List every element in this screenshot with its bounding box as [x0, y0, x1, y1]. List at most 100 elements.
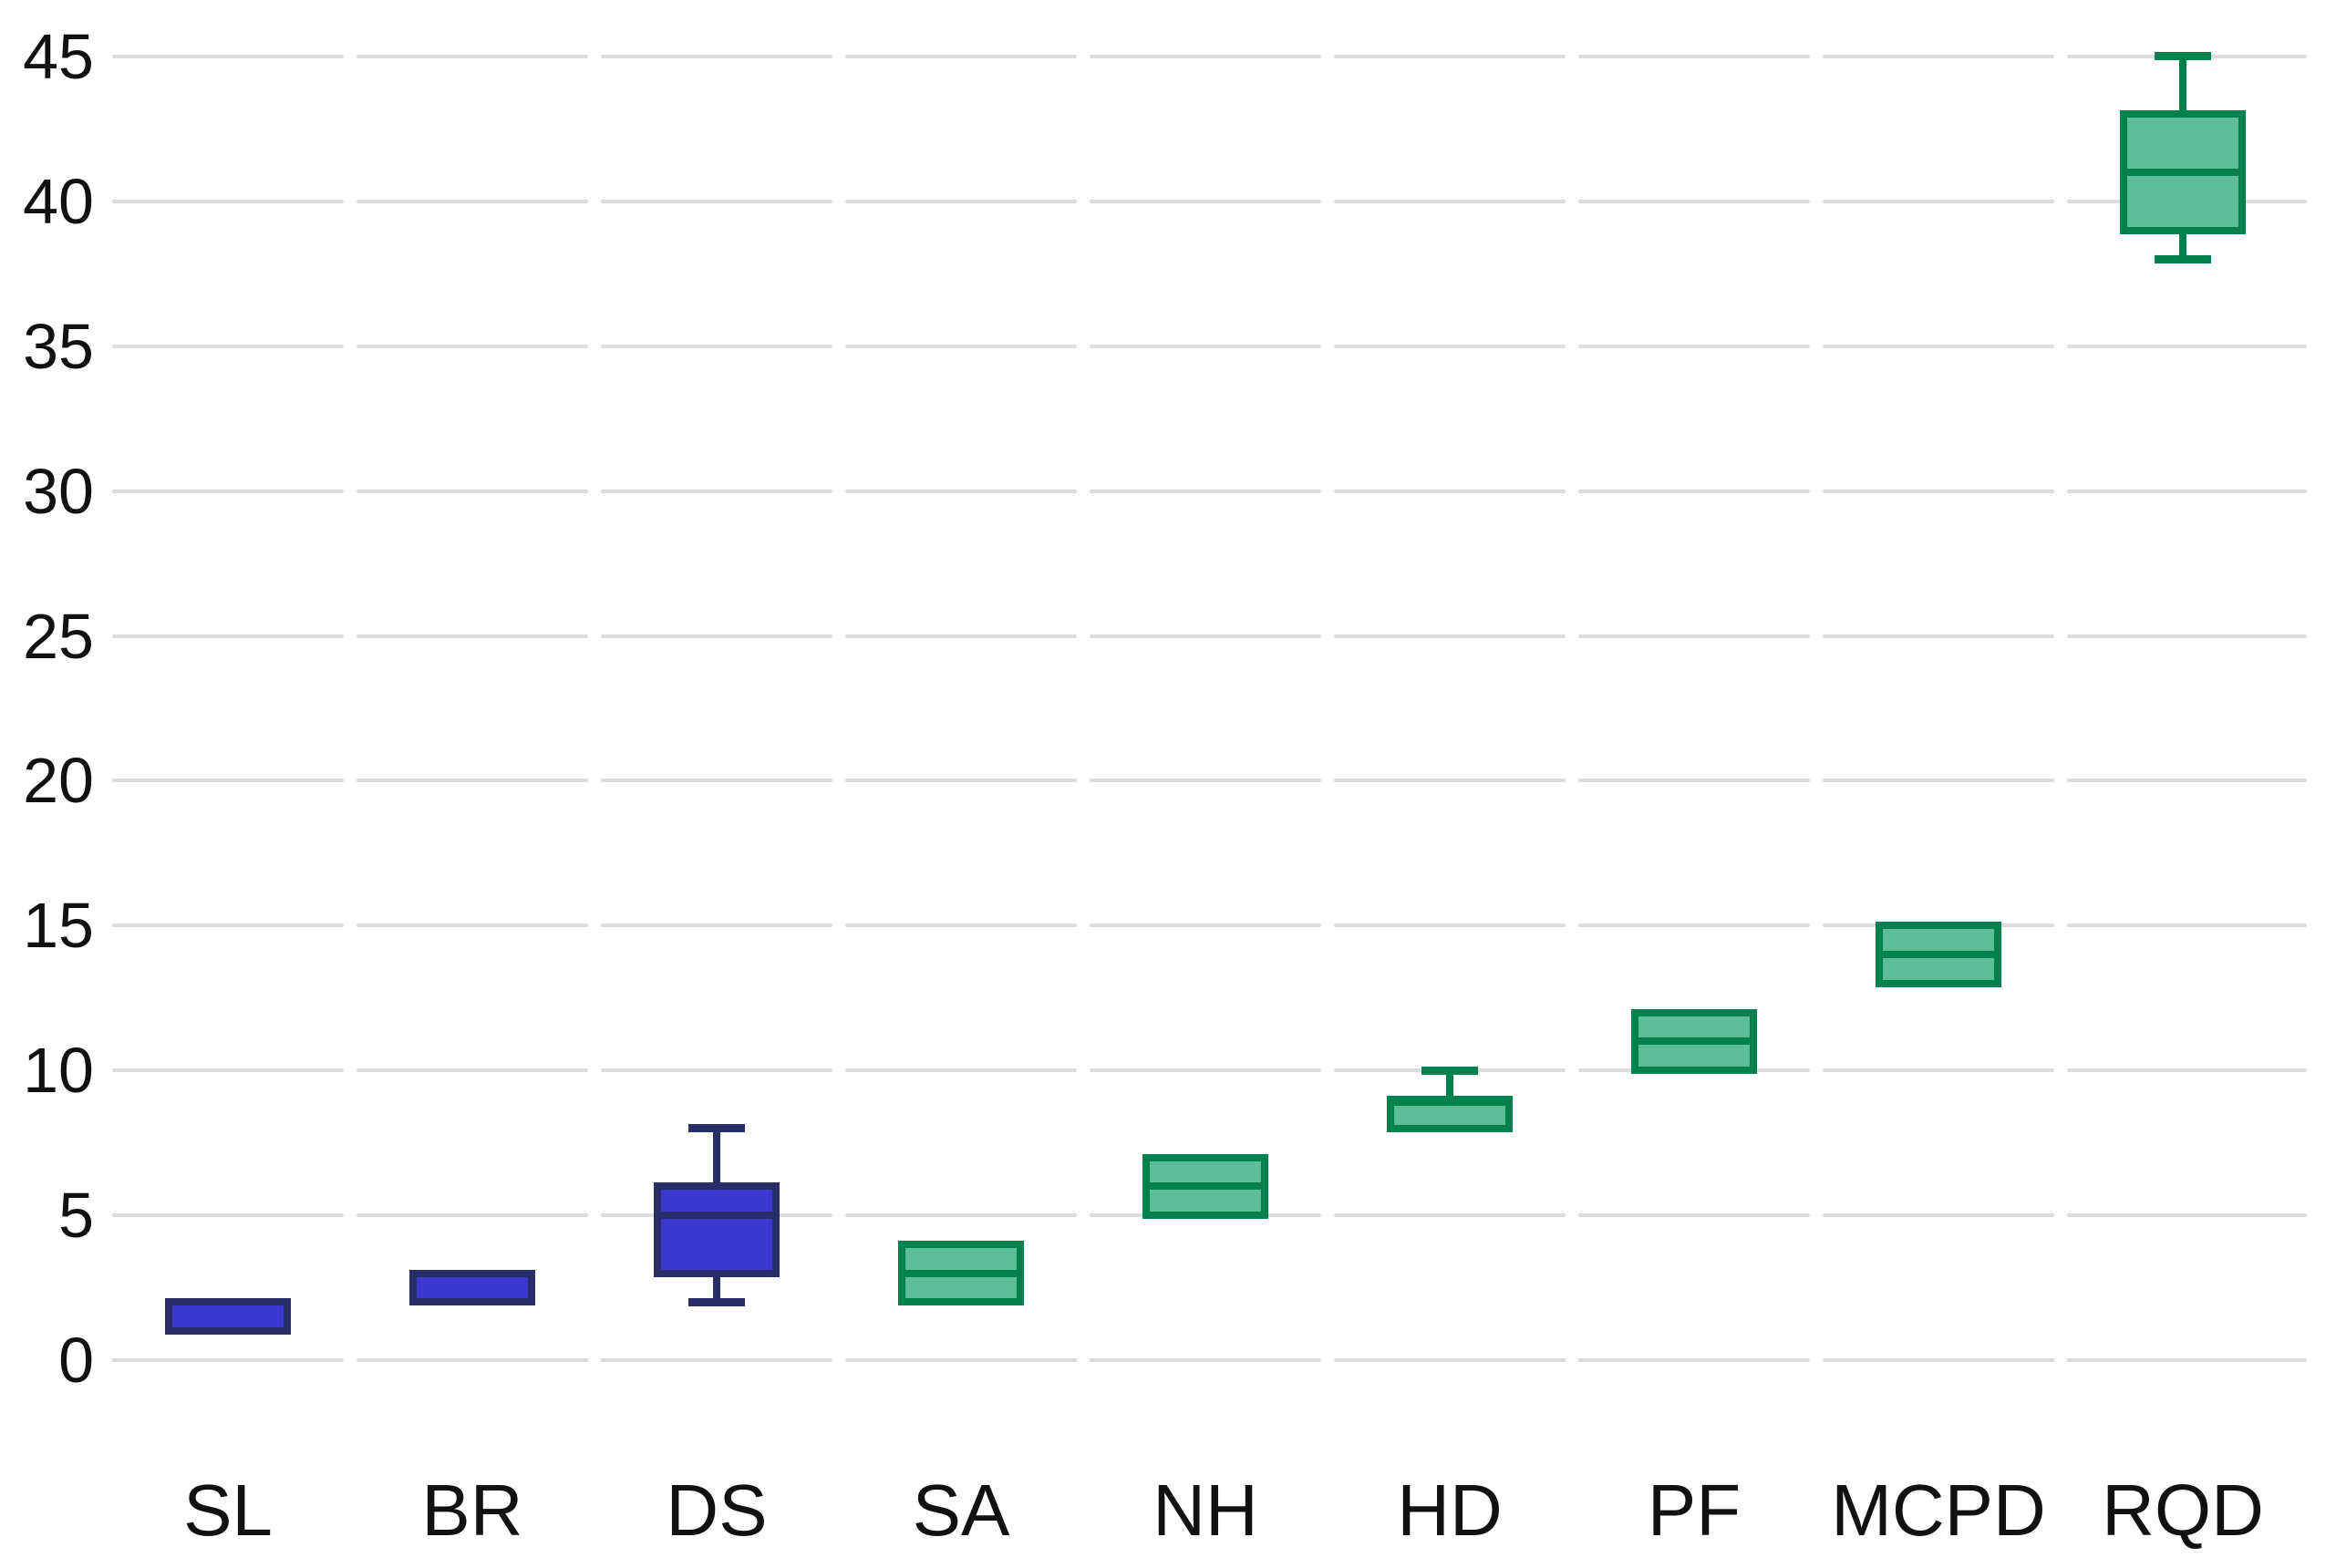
box-DS-whisker-top-cap	[688, 1124, 745, 1133]
box-HD-median	[1394, 1099, 1505, 1107]
gridline-y35-seg6	[1578, 344, 1810, 348]
gridline-y45-seg4	[1090, 54, 1321, 58]
x-label-DS: DS	[666, 1470, 768, 1551]
box-BR	[409, 1269, 535, 1306]
gridline-y0-seg2	[601, 1358, 832, 1362]
box-PF-median	[1638, 1037, 1750, 1046]
y-tick-label-35: 35	[23, 310, 94, 382]
gridline-y20-seg2	[601, 779, 832, 783]
box-RQD-whisker-top-cap	[2155, 52, 2211, 61]
gridline-y40-seg3	[845, 199, 1077, 203]
gridline-y25-seg1	[357, 634, 588, 638]
gridline-y15-seg0	[112, 923, 344, 928]
gridline-y25-seg5	[1334, 634, 1566, 638]
box-NH-median	[1150, 1182, 1261, 1191]
gridline-y5-seg5	[1334, 1213, 1566, 1218]
gridline-y5-seg8	[2067, 1213, 2307, 1218]
gridline-y20-seg7	[1823, 779, 2054, 783]
gridline-y20-seg1	[357, 779, 588, 783]
gridline-y40-seg2	[601, 199, 832, 203]
gridline-y40-seg5	[1334, 199, 1566, 203]
gridline-y35-seg2	[601, 344, 832, 348]
gridline-y25-seg6	[1578, 634, 1810, 638]
gridline-y45-seg3	[845, 54, 1077, 58]
gridline-y30-seg8	[2067, 489, 2307, 493]
gridline-y35-seg4	[1090, 344, 1321, 348]
gridline-y0-seg6	[1578, 1358, 1810, 1362]
gridline-y30-seg0	[112, 489, 344, 493]
gridline-y15-seg2	[601, 923, 832, 928]
gridline-y20-seg5	[1334, 779, 1566, 783]
x-label-RQD: RQD	[2102, 1470, 2264, 1551]
gridline-y40-seg7	[1823, 199, 2054, 203]
gridline-y45-seg2	[601, 54, 832, 58]
gridline-y30-seg3	[845, 489, 1077, 493]
gridline-y0-seg8	[2067, 1358, 2307, 1362]
gridline-y15-seg3	[845, 923, 1077, 928]
gridline-y15-seg5	[1334, 923, 1566, 928]
gridline-y35-seg3	[845, 344, 1077, 348]
gridline-y35-seg1	[357, 344, 588, 348]
x-label-HD: HD	[1397, 1470, 1503, 1551]
gridline-y15-seg4	[1090, 923, 1321, 928]
gridline-y10-seg0	[112, 1068, 344, 1073]
y-tick-label-25: 25	[23, 600, 94, 672]
gridline-y5-seg3	[845, 1213, 1077, 1218]
box-RQD-median	[2127, 169, 2238, 177]
y-tick-label-15: 15	[23, 890, 94, 962]
box-HD-whisker-top-cap	[1421, 1066, 1478, 1075]
gridline-y10-seg2	[601, 1068, 832, 1073]
gridline-y0-seg4	[1090, 1358, 1321, 1362]
gridline-y45-seg1	[357, 54, 588, 58]
gridline-y30-seg2	[601, 489, 832, 493]
gridline-y20-seg0	[112, 779, 344, 783]
gridline-y45-seg0	[112, 54, 344, 58]
x-label-SL: SL	[183, 1470, 273, 1551]
box-HD-whisker-top-stem	[1446, 1070, 1453, 1099]
y-tick-label-45: 45	[23, 20, 94, 92]
gridline-y20-seg4	[1090, 779, 1321, 783]
gridline-y5-seg1	[357, 1213, 588, 1218]
gridline-y45-seg5	[1334, 54, 1566, 58]
gridline-y10-seg7	[1823, 1068, 2054, 1073]
box-SL	[165, 1298, 291, 1336]
gridline-y5-seg7	[1823, 1213, 2054, 1218]
y-tick-label-30: 30	[23, 455, 94, 527]
box-RQD-whisker-top-stem	[2179, 56, 2186, 115]
y-tick-label-20: 20	[23, 745, 94, 817]
gridline-y40-seg4	[1090, 199, 1321, 203]
gridline-y30-seg7	[1823, 489, 2054, 493]
gridline-y15-seg8	[2067, 923, 2307, 928]
gridline-y25-seg2	[601, 634, 832, 638]
gridline-y10-seg4	[1090, 1068, 1321, 1073]
gridline-y0-seg5	[1334, 1358, 1566, 1362]
gridline-y20-seg8	[2067, 779, 2307, 783]
gridline-y15-seg6	[1578, 923, 1810, 928]
gridline-y0-seg3	[845, 1358, 1077, 1362]
gridline-y25-seg3	[845, 634, 1077, 638]
gridline-y25-seg7	[1823, 634, 2054, 638]
gridline-y5-seg6	[1578, 1213, 1810, 1218]
gridline-y10-seg1	[357, 1068, 588, 1073]
gridline-y15-seg1	[357, 923, 588, 928]
box-MCPD-median	[1883, 951, 1994, 959]
gridline-y5-seg0	[112, 1213, 344, 1218]
gridline-y40-seg6	[1578, 199, 1810, 203]
gridline-y0-seg7	[1823, 1358, 2054, 1362]
box-DS	[654, 1182, 780, 1277]
box-RQD-whisker-bottom-cap	[2155, 254, 2211, 263]
gridline-y45-seg6	[1578, 54, 1810, 58]
box-DS-whisker-top-stem	[713, 1128, 720, 1187]
gridline-y20-seg6	[1578, 779, 1810, 783]
gridline-y35-seg7	[1823, 344, 2054, 348]
x-label-BR: BR	[421, 1470, 523, 1551]
gridline-y10-seg8	[2067, 1068, 2307, 1073]
y-tick-label-0: 0	[58, 1325, 94, 1396]
gridline-y20-seg3	[845, 779, 1077, 783]
gridline-y30-seg5	[1334, 489, 1566, 493]
gridline-y25-seg4	[1090, 634, 1321, 638]
y-tick-label-40: 40	[23, 165, 94, 237]
gridline-y30-seg6	[1578, 489, 1810, 493]
gridline-y40-seg0	[112, 199, 344, 203]
box-RQD-whisker-bottom-stem	[2179, 230, 2186, 260]
